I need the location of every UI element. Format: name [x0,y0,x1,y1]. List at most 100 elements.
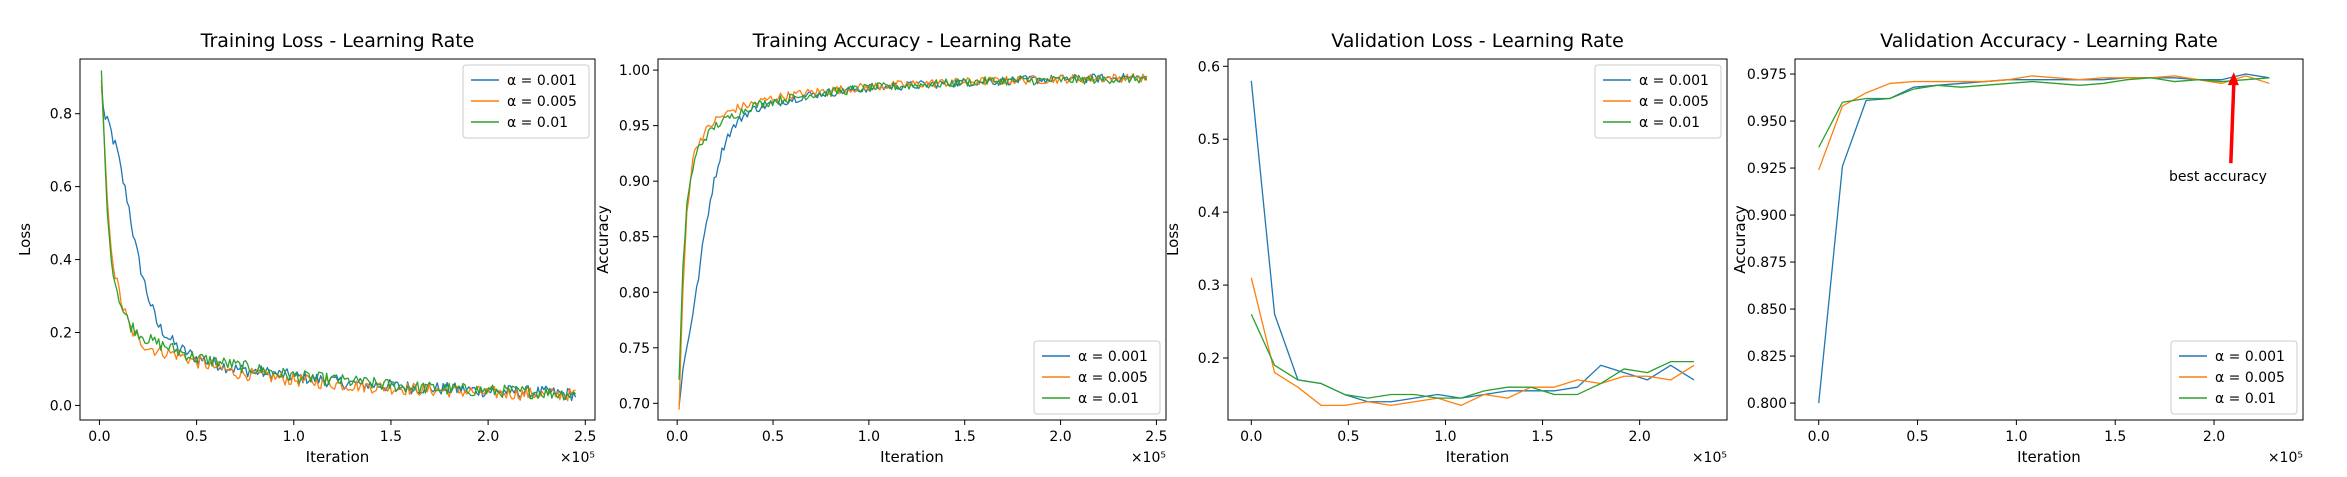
x-axis-label: Iteration [306,448,370,466]
y-tick-label: 0.75 [619,341,650,357]
x-tick-label: 1.0 [283,429,305,445]
x-tick-label: 1.5 [954,429,976,445]
series-line-3 [1250,313,1694,399]
series-group [1818,73,2270,404]
x-tick-label: 0.5 [1337,429,1359,445]
best-accuracy-annotation: best accuracy [2169,72,2267,185]
legend: α = 0.001 α = 0.005 α = 0.01 [1594,64,1722,139]
x-tick-label: 1.0 [1434,429,1456,445]
series-line-2 [100,80,576,402]
legend-entry: α = 0.005 [1639,94,1709,110]
x-tick-label: 0.5 [762,429,784,445]
series-line-3 [100,70,577,401]
y-tick-label: 0.2 [1198,351,1220,367]
y-tick-label: 0.975 [1747,67,1787,83]
y-tick-label: 0.5 [1198,132,1220,148]
legend-entry: α = 0.001 [2215,349,2285,365]
y-tick-label: 0.80 [619,285,650,301]
legend-box [1594,64,1722,139]
y-tick-label: 0.8 [50,107,72,123]
series-line-3 [678,74,1148,380]
y-tick-label: 0.925 [1747,161,1787,177]
x-tick-label: 1.5 [380,429,402,445]
plot-frame [79,58,596,421]
subplot-title: Validation Loss - Learning Rate [1331,30,1624,52]
x-tick-label: 1.5 [1531,429,1553,445]
legend-box [462,64,590,139]
series-group [100,70,577,402]
y-axis-label: Accuracy [1731,205,1749,274]
y-tick-label: 0.4 [1198,205,1220,221]
y-tick-label: 0.0 [50,398,72,414]
y-axis-label: Accuracy [594,205,612,274]
legend-box [1033,340,1161,415]
x-tick-label: 1.5 [2104,429,2126,445]
subplot-2: Training Accuracy - Learning Rate 0.0 0.5 1… [594,30,1168,466]
x-axis-multiplier: ×10⁵ [560,450,595,466]
annotation-arrow-shaft [2229,83,2236,164]
series-line-2 [1250,277,1695,407]
x-axis-label: Iteration [2017,448,2081,466]
subplot-title: Validation Accuracy - Learning Rate [1880,30,2218,52]
annotation-label: best accuracy [2169,169,2267,185]
y-tick-label: 0.85 [619,230,650,246]
y-tick-label: 0.800 [1747,396,1787,412]
x-tick-label: 0.5 [1906,429,1928,445]
x-tick-label: 0.0 [1240,429,1262,445]
y-tick-label: 1.00 [619,63,650,79]
x-tick-label: 1.0 [858,429,880,445]
legend-entry: α = 0.005 [507,94,577,110]
legend-entry: α = 0.01 [2215,391,2276,407]
x-tick-label: 2.5 [1145,429,1167,445]
legend-entry: α = 0.001 [1078,349,1148,365]
series-line-3 [1818,77,2270,148]
legend-entry: α = 0.01 [1078,391,1139,407]
x-tick-label: 0.0 [666,429,688,445]
x-axis-label: Iteration [1446,448,1510,466]
y-tick-label: 0.900 [1747,208,1787,224]
legend: α = 0.001 α = 0.005 α = 0.01 [462,64,590,139]
series-group [1250,80,1695,407]
subplot-3: Validation Loss - Learning Rate 0.0 0.5 1.0… [1164,30,1728,466]
x-tick-label: 1.0 [2005,429,2027,445]
y-axis-label: Loss [1164,223,1182,256]
y-tick-label: 0.70 [619,396,650,412]
subplot-title: Training Loss - Learning Rate [200,30,475,52]
legend-entry: α = 0.001 [507,73,577,89]
x-axis-multiplier: ×10⁵ [2268,450,2303,466]
x-tick-label: 0.0 [88,429,110,445]
legend-entry: α = 0.005 [1078,370,1148,386]
series-group [678,73,1148,410]
series-line-2 [1818,75,2270,171]
legend: α = 0.001 α = 0.005 α = 0.01 [1033,340,1161,415]
subplot-4: Validation Accuracy - Learning Rate 0.0 0.… [1731,30,2304,466]
y-tick-label: 0.850 [1747,302,1787,318]
y-tick-label: 0.6 [1198,59,1220,75]
legend: α = 0.001 α = 0.005 α = 0.01 [2170,340,2298,415]
y-tick-label: 0.3 [1198,278,1220,294]
subplot-1: Training Loss - Learning Rate 0.0 0.5 1.0 1.… [16,30,596,466]
x-tick-label: 2.5 [574,429,596,445]
x-tick-label: 2.0 [477,429,499,445]
x-tick-label: 0.0 [1808,429,1830,445]
legend-entry: α = 0.005 [2215,370,2285,386]
x-axis-label: Iteration [880,448,944,466]
plot-frame [1227,58,1728,421]
plot-frame [657,58,1167,421]
legend-entry: α = 0.001 [1639,73,1709,89]
y-axis-label: Loss [16,223,34,256]
y-tick-label: 0.90 [619,174,650,190]
x-axis-multiplier: ×10⁵ [1131,450,1166,466]
x-tick-label: 2.0 [2203,429,2225,445]
x-tick-label: 2.0 [1628,429,1650,445]
legend-entry: α = 0.01 [1639,115,1700,131]
legend-entry: α = 0.01 [507,115,568,131]
y-tick-label: 0.2 [50,325,72,341]
y-tick-label: 0.875 [1747,255,1787,271]
x-tick-label: 0.5 [185,429,207,445]
subplot-title: Training Accuracy - Learning Rate [752,30,1072,52]
legend-box [2170,340,2298,415]
annotation-arrow-head [2227,72,2239,86]
y-tick-label: 0.6 [50,180,72,196]
